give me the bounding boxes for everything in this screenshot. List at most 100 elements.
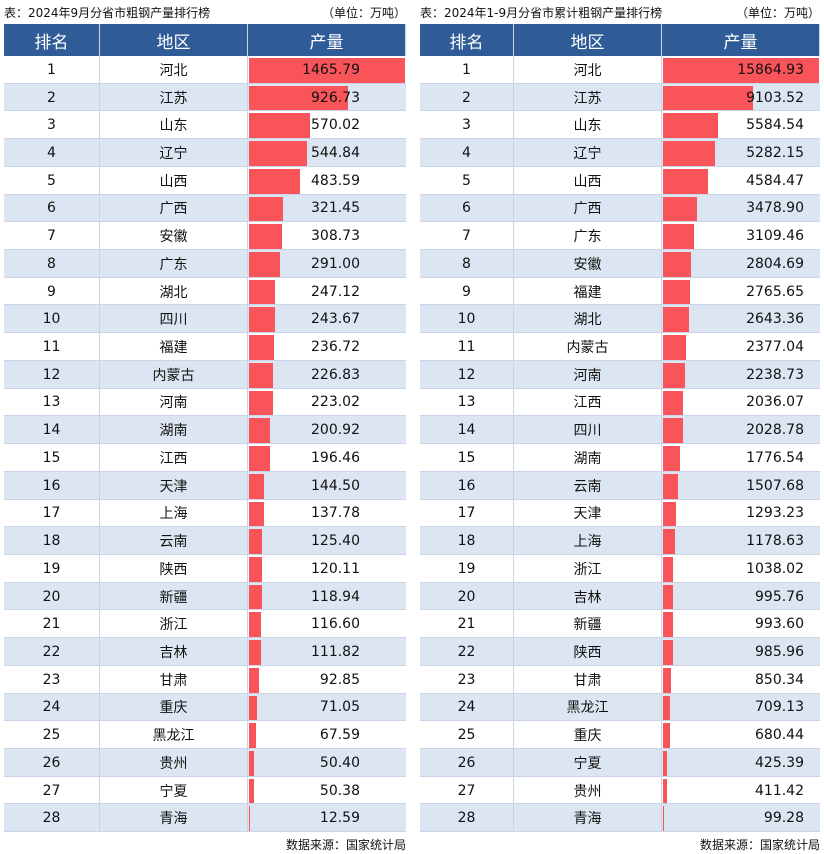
row-bg [4, 222, 406, 251]
data-bar [249, 141, 307, 166]
data-bar [249, 806, 251, 832]
row-bg [420, 554, 820, 583]
value-cell: 125.40 [311, 533, 360, 550]
region-cell: 黑龙江 [514, 693, 662, 722]
value-cell: 425.39 [755, 754, 804, 771]
value-cell: 116.60 [311, 616, 360, 633]
rank-cell: 3 [420, 111, 514, 140]
value-cell: 120.11 [311, 560, 360, 577]
value-cell: 9103.52 [746, 89, 804, 106]
row-bg [420, 749, 820, 777]
region-cell: 安徽 [100, 222, 248, 251]
region-cell: 云南 [514, 471, 662, 500]
region-cell: 湖南 [100, 416, 248, 445]
value-cell: 2377.04 [746, 339, 804, 356]
value-cell: 1038.02 [746, 560, 804, 577]
data-bar [249, 667, 259, 693]
value-cell: 50.38 [319, 782, 360, 799]
row-bg [4, 277, 406, 306]
data-bar [663, 252, 691, 277]
rank-cell: 16 [420, 471, 514, 500]
data-bar [249, 307, 275, 333]
value-cell: 308.73 [311, 228, 360, 245]
data-bar [663, 113, 718, 139]
data-bar [663, 446, 681, 471]
value-cell: 2036.07 [746, 394, 804, 411]
data-bar [663, 667, 672, 693]
data-bar [663, 362, 685, 388]
region-cell: 上海 [100, 499, 248, 528]
row-bg [4, 554, 406, 583]
value-cell: 196.46 [311, 449, 360, 466]
rank-cell: 17 [4, 499, 100, 528]
rank-cell: 13 [420, 388, 514, 417]
value-cell: 680.44 [755, 727, 804, 744]
region-cell: 内蒙古 [100, 360, 248, 389]
data-bar [663, 335, 687, 360]
rank-cell: 10 [4, 305, 100, 334]
region-cell: 江西 [100, 444, 248, 472]
row-bg [4, 388, 406, 417]
rank-cell: 22 [420, 638, 514, 666]
region-cell: 甘肃 [514, 665, 662, 694]
region-cell: 浙江 [100, 610, 248, 639]
value-cell: 993.60 [755, 616, 804, 633]
rank-cell: 18 [420, 527, 514, 555]
row-bg [420, 665, 820, 694]
region-cell: 内蒙古 [514, 333, 662, 361]
rank-cell: 20 [420, 582, 514, 611]
row-bg [4, 194, 406, 223]
value-cell: 71.05 [319, 699, 360, 716]
rank-cell: 11 [4, 333, 100, 361]
row-bg [4, 471, 406, 500]
row-bg [420, 166, 820, 195]
rank-cell: 22 [4, 638, 100, 666]
region-cell: 青海 [514, 804, 662, 833]
value-cell: 118.94 [311, 588, 360, 605]
source-note: 数据来源：国家统计局 [285, 838, 406, 853]
region-cell: 宁夏 [514, 749, 662, 777]
data-bar [249, 335, 275, 360]
value-cell: 12.59 [319, 810, 360, 827]
region-cell: 青海 [100, 804, 248, 833]
region-cell: 新疆 [514, 610, 662, 639]
data-bar [663, 473, 678, 499]
region-cell: 吉林 [514, 582, 662, 611]
region-cell: 重庆 [100, 693, 248, 722]
row-bg [420, 721, 820, 749]
row-bg [4, 111, 406, 140]
rank-cell: 2 [420, 83, 514, 112]
row-bg [4, 333, 406, 361]
rank-cell: 17 [420, 499, 514, 528]
data-bar [249, 252, 280, 277]
value-cell: 411.42 [755, 782, 804, 799]
table-unit: （单位：万吨） [321, 6, 406, 20]
region-cell: 山东 [514, 111, 662, 140]
row-bg [4, 721, 406, 749]
rank-cell: 9 [4, 277, 100, 306]
rank-cell: 11 [420, 333, 514, 361]
rank-cell: 7 [4, 222, 100, 251]
row-bg [4, 610, 406, 639]
rank-cell: 27 [4, 776, 100, 805]
value-cell: 926.73 [311, 89, 360, 106]
data-bar [663, 501, 676, 527]
value-cell: 144.50 [311, 477, 360, 494]
value-cell: 850.34 [755, 671, 804, 688]
rank-cell: 19 [4, 554, 100, 583]
data-bar [249, 113, 310, 139]
rank-cell: 24 [4, 693, 100, 722]
rank-cell: 4 [420, 139, 514, 167]
row-bg [420, 582, 820, 611]
rank-cell: 21 [420, 610, 514, 639]
region-cell: 江西 [514, 388, 662, 417]
region-cell: 天津 [514, 499, 662, 528]
region-cell: 广东 [514, 222, 662, 251]
row-bg [420, 83, 820, 112]
data-bar [249, 556, 262, 582]
data-bar [249, 501, 264, 527]
row-bg [420, 610, 820, 639]
data-bar [249, 418, 271, 444]
value-cell: 236.72 [311, 339, 360, 356]
